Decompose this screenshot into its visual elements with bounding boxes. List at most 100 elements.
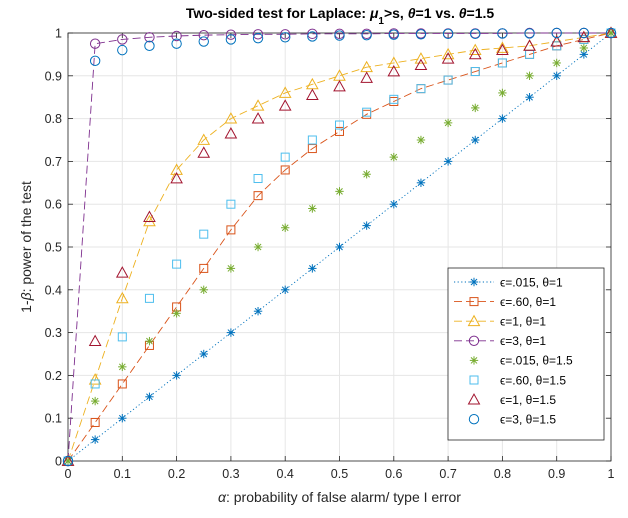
- data-point: [171, 30, 182, 42]
- data-point: [333, 79, 346, 92]
- legend-marker: [468, 335, 480, 346]
- data-point: [144, 40, 155, 52]
- data-point: [387, 64, 401, 77]
- x-tick-label: 0.2: [168, 467, 185, 481]
- data-point: [280, 32, 291, 43]
- data-point: [281, 285, 290, 294]
- data-point: [226, 328, 236, 337]
- data-point: [389, 200, 398, 209]
- data-point: [144, 293, 154, 303]
- data-point: [224, 112, 238, 124]
- data-point: [89, 55, 101, 67]
- data-series: [61, 26, 618, 467]
- data-point: [496, 43, 509, 56]
- data-point: [225, 34, 237, 45]
- data-point: [90, 435, 100, 444]
- legend-item-1: ϵ=.015, θ=1: [454, 275, 563, 289]
- legend-marker: [469, 375, 479, 385]
- data-point: [441, 47, 455, 60]
- data-point: [496, 41, 509, 53]
- data-point: [578, 27, 590, 39]
- data-point: [416, 135, 426, 145]
- data-point: [525, 71, 534, 80]
- data-point: [252, 29, 264, 40]
- y-tick-label: 0.5: [45, 241, 62, 255]
- data-point: [197, 133, 211, 145]
- data-point: [224, 127, 238, 139]
- data-point: [307, 144, 317, 154]
- data-point: [253, 191, 263, 201]
- legend-box: [447, 267, 605, 441]
- data-point: [281, 223, 290, 232]
- data-point: [335, 187, 344, 196]
- data-point: [88, 334, 102, 347]
- legend-marker: [468, 414, 480, 425]
- x-axis-ticks: 0 0.1 0.2 0.3 0.4 0.5 0.6 0.7 0.8 0.9 1: [65, 33, 615, 481]
- data-point: [144, 32, 155, 43]
- x-tick-label: 0: [65, 467, 72, 481]
- legend-label: ϵ=.015, θ=1.5: [500, 354, 573, 368]
- data-point: [198, 29, 209, 41]
- data-point: [388, 29, 399, 40]
- legend-label: ϵ=3, θ=1: [500, 334, 546, 348]
- data-point: [468, 47, 482, 60]
- data-point: [280, 165, 290, 175]
- legend-item-3: ϵ=1, θ=1: [454, 315, 546, 329]
- legend-label: ϵ=3, θ=1.5: [500, 413, 556, 427]
- data-point: [115, 291, 129, 304]
- data-point: [442, 28, 454, 40]
- data-point: [552, 71, 561, 80]
- legend-marker: [469, 297, 479, 307]
- data-point: [470, 67, 480, 77]
- legend-item-5: ϵ=.015, θ=1.5: [469, 354, 573, 368]
- data-point: [414, 52, 428, 64]
- data-point: [117, 44, 128, 56]
- data-point: [306, 88, 319, 100]
- data-point: [389, 152, 398, 162]
- data-point: [471, 135, 480, 145]
- data-point: [443, 118, 453, 128]
- data-point: [414, 58, 428, 70]
- data-point: [62, 455, 74, 467]
- data-point: [416, 84, 426, 94]
- x-tick-label: 1: [608, 467, 615, 481]
- legend-label: ϵ=.60, θ=1: [500, 295, 556, 309]
- data-point: [605, 27, 617, 39]
- y-tick-label: 0: [55, 455, 62, 469]
- data-point: [416, 178, 426, 187]
- data-point: [117, 332, 127, 342]
- data-point: [307, 31, 318, 42]
- y-tick-label: 0.2: [45, 369, 62, 383]
- y-tick-label: 0.1: [45, 412, 62, 426]
- legend-item-6: ϵ=.60, θ=1.5: [469, 373, 566, 387]
- data-point: [335, 242, 344, 252]
- series-5: [63, 28, 616, 466]
- series-line: [67, 32, 612, 462]
- y-tick-label: 0.7: [45, 155, 62, 169]
- y-tick-label: 0.4: [45, 283, 62, 297]
- data-point: [251, 112, 265, 124]
- data-point: [470, 28, 481, 40]
- data-point: [225, 29, 237, 40]
- data-point: [172, 259, 182, 269]
- data-point: [226, 199, 236, 209]
- x-tick-label: 0.3: [222, 467, 239, 481]
- chart-legend: ϵ=.015, θ=1 ϵ=.60, θ=1 ϵ=1, θ=1 ϵ=3, θ=1 ϵ=.…: [447, 267, 605, 441]
- legend-label: ϵ=.60, θ=1.5: [500, 373, 566, 387]
- data-point: [415, 29, 427, 40]
- data-point: [387, 56, 401, 68]
- data-point: [280, 152, 290, 162]
- data-point: [199, 349, 208, 359]
- data-point: [89, 38, 101, 49]
- data-point: [199, 263, 209, 273]
- data-point: [172, 371, 181, 380]
- data-point: [143, 214, 156, 227]
- legend-marker: [469, 356, 479, 365]
- data-point: [253, 174, 263, 184]
- data-point: [90, 396, 100, 406]
- x-tick-label: 0.4: [277, 467, 294, 481]
- series-line: [67, 32, 611, 462]
- data-point: [361, 29, 372, 41]
- data-point: [145, 392, 154, 401]
- legend-marker: [469, 277, 479, 287]
